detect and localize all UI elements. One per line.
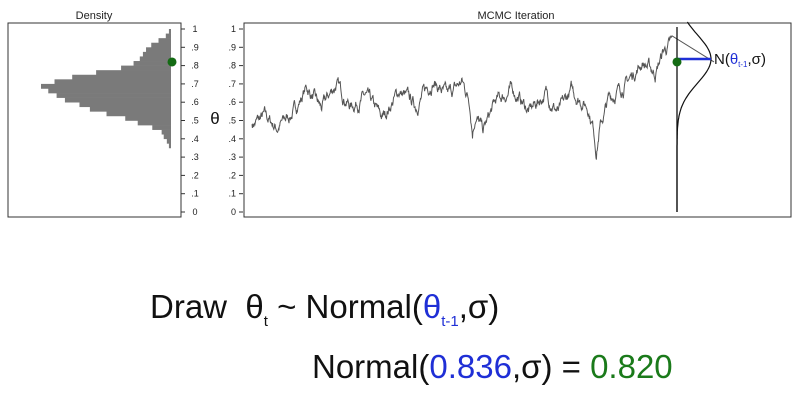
hist-y-tick-label-4: .4	[191, 134, 199, 144]
proposal-label-sub: t-1	[738, 60, 748, 69]
hist-y-tick-label-8: .8	[191, 61, 199, 71]
trace-y-tick-label-1: .1	[228, 189, 236, 199]
hist-bar-17	[121, 65, 171, 71]
hist-bar-8	[89, 106, 171, 112]
hist-bars	[41, 29, 171, 149]
hist-y-tick-label-10: 1	[192, 24, 197, 34]
hist-bar-13	[41, 83, 171, 89]
draw-formula: Draw θt ~ Normal(θt-1,σ)	[150, 288, 500, 330]
trace-current-point	[672, 57, 682, 67]
trace-line	[251, 35, 715, 160]
hist-bar-23	[158, 38, 171, 44]
hist-bar-15	[72, 74, 171, 80]
trace-y-tick-label-6: .6	[228, 97, 236, 107]
trace-y-tick-label-9: .9	[228, 42, 236, 52]
hist-bar-2	[163, 134, 171, 140]
hist-bar-22	[151, 42, 171, 48]
hist-bar-9	[79, 102, 171, 108]
trace-title: MCMC Iteration	[477, 10, 554, 22]
trace-y-tick-label-5: .5	[228, 116, 236, 126]
trace-y-tick-label-3: .3	[228, 152, 236, 162]
proposal-label-prefix: N(	[714, 51, 730, 68]
hist-y-tick-label-7: .7	[191, 79, 199, 89]
trace-y-axis: 0 .1 .2 .3 .4 .5 .6 .7 .8 .9 1	[228, 24, 243, 217]
hist-bar-3	[161, 129, 171, 135]
tilde-symbol: ~	[277, 288, 297, 325]
hist-bar-20	[142, 51, 171, 57]
hist-bar-4	[152, 125, 171, 130]
hist-current-point	[167, 57, 177, 67]
trace-y-tick-label-10: 1	[231, 24, 236, 34]
y-axis-label: θ	[210, 109, 219, 128]
hist-bar-18	[133, 61, 171, 66]
hist-bar-10	[64, 97, 171, 103]
trace-y-tick-label-4: .4	[228, 134, 236, 144]
hist-bar-24	[165, 33, 171, 39]
proposal-density-curve	[676, 21, 712, 212]
hist-bar-14	[54, 79, 171, 85]
proposal-label-theta: θ	[730, 51, 738, 68]
trace-frame	[243, 22, 792, 218]
hist-y-tick-label-6: .6	[191, 97, 199, 107]
prev-theta: θ	[422, 288, 442, 325]
hist-y-tick-label-3: .3	[191, 152, 199, 162]
hist-bar-0	[168, 143, 171, 149]
hist-y-tick-label-0: 0	[192, 207, 197, 217]
trace-y-tick-label-2: .2	[228, 170, 236, 180]
hist-bar-16	[96, 70, 171, 76]
sigma-close: ,σ)	[458, 288, 500, 325]
hist-bar-5	[137, 120, 171, 126]
draw-label: Draw	[150, 288, 228, 325]
hist-title: Density	[76, 10, 113, 22]
hist-y-tick-label-1: .1	[191, 189, 199, 199]
hist-y-axis: 0 .1 .2 .3 .4 .5 .6 .7 .8 .9 1	[180, 24, 199, 217]
proposal-label-tail: ,σ)	[748, 51, 766, 68]
theta-symbol: θ	[245, 288, 264, 325]
hist-y-tick-label-2: .2	[191, 170, 199, 180]
hist-bar-6	[125, 115, 171, 121]
prev-value: 0.836	[429, 348, 512, 385]
new-value: 0.820	[590, 348, 673, 385]
hist-bar-19	[139, 56, 171, 62]
chart-figure: Density 0 .1 .2 .3 .4 .5 .6 .7 .8 .9 1 MCMC Iterat…	[7, 10, 792, 218]
hist-bar-25	[168, 29, 171, 34]
trace-y-tick-label-0: 0	[231, 207, 236, 217]
hist-bar-11	[56, 93, 171, 98]
hist-bar-7	[106, 111, 171, 117]
theta-subscript: t	[263, 313, 268, 330]
normal2-open: Normal(	[312, 348, 430, 385]
prev-theta-subscript: t-1	[441, 313, 459, 330]
hist-y-tick-label-9: .9	[191, 42, 199, 52]
hist-bar-1	[166, 138, 171, 144]
normal-open: Normal(	[305, 288, 423, 325]
trace-y-tick-label-7: .7	[228, 79, 236, 89]
hist-bar-21	[146, 47, 171, 53]
proposal-label: N(θt-1,σ)	[714, 51, 766, 69]
hist-bar-12	[48, 88, 171, 94]
hist-y-tick-label-5: .5	[191, 116, 199, 126]
result-formula: Normal(0.836,σ) = 0.820	[312, 348, 673, 386]
sigma-close-equals: ,σ) =	[511, 348, 591, 385]
trace-y-tick-label-8: .8	[228, 61, 236, 71]
